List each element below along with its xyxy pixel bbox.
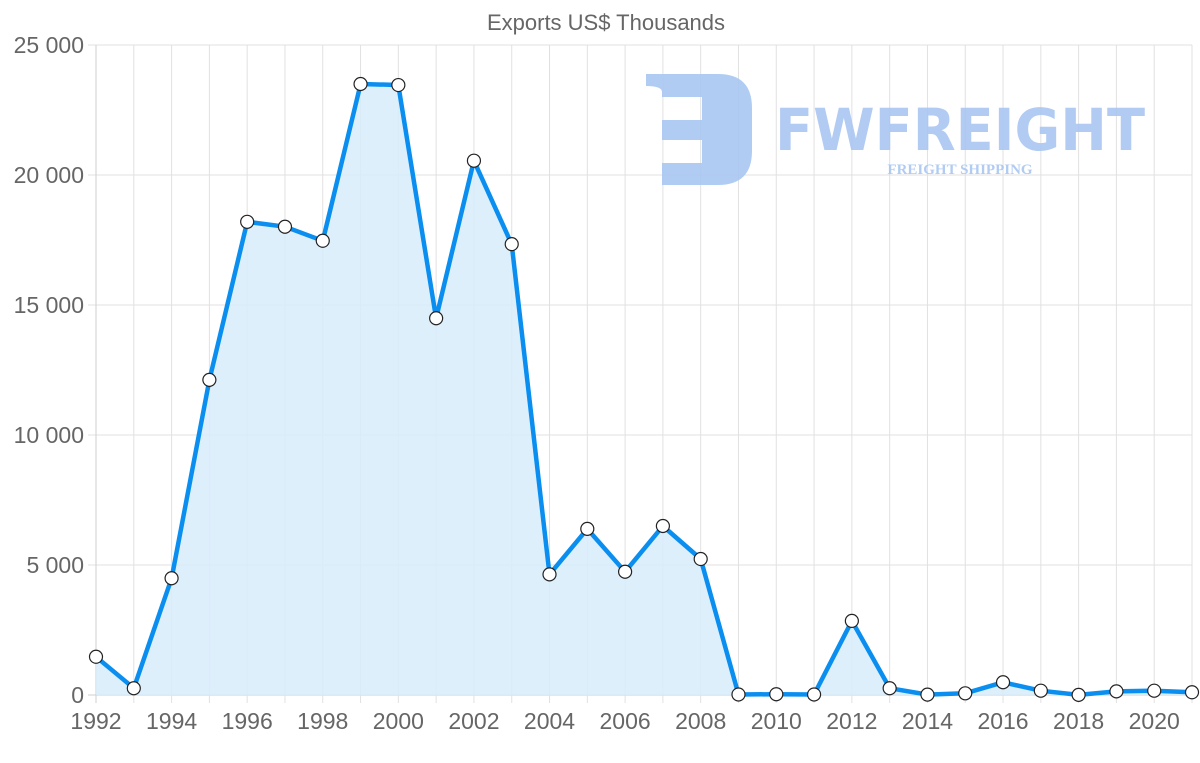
x-tick-label: 2012: [826, 708, 877, 734]
data-point[interactable]: [391, 77, 406, 93]
y-axis-ticks: 0 5 000 10 000 15 000 20 000 25 000: [14, 32, 84, 708]
data-point[interactable]: [542, 567, 557, 582]
x-tick-label: 1994: [146, 708, 197, 734]
data-point[interactable]: [1147, 683, 1162, 698]
y-tick-label: 0: [71, 682, 84, 708]
x-tick-label: 2006: [600, 708, 651, 734]
x-tick-label: 1996: [222, 708, 273, 734]
fwfreight-watermark-logo: FWFREIGHT FREIGHT SHIPPING: [646, 74, 1145, 185]
data-point[interactable]: [618, 564, 633, 579]
watermark-brand: FWFREIGHT: [775, 96, 1145, 164]
data-point[interactable]: [844, 613, 859, 629]
x-tick-label: 1992: [70, 708, 121, 734]
data-point[interactable]: [958, 686, 973, 701]
x-axis-ticks: 1992 1994 1996 1998 2000 2002 2004 2006 2008 2010…: [70, 708, 1179, 734]
x-tick-label: 2020: [1129, 708, 1180, 734]
data-point[interactable]: [353, 76, 368, 92]
x-tick-label: 2000: [373, 708, 424, 734]
data-point[interactable]: [1071, 687, 1086, 702]
chart-title: Exports US$ Thousands: [487, 10, 725, 35]
data-point[interactable]: [693, 551, 708, 567]
data-point[interactable]: [240, 214, 255, 229]
y-tick-label: 10 000: [14, 422, 84, 448]
x-tick-label: 2014: [902, 708, 953, 734]
data-point[interactable]: [769, 687, 784, 702]
x-tick-label: 2004: [524, 708, 575, 734]
area-fill: [96, 84, 1192, 695]
x-tick-label: 2010: [751, 708, 802, 734]
x-tick-label: 2002: [448, 708, 499, 734]
data-points: [88, 76, 1200, 702]
y-tick-label: 15 000: [14, 292, 84, 318]
y-tick-label: 5 000: [26, 552, 84, 578]
data-point[interactable]: [1033, 683, 1048, 698]
data-point[interactable]: [882, 681, 897, 696]
data-point[interactable]: [315, 233, 330, 248]
logo-mark-icon: [646, 74, 752, 185]
data-point[interactable]: [202, 372, 217, 387]
x-tick-label: 2008: [675, 708, 726, 734]
x-tick-label: 1998: [297, 708, 348, 734]
y-tick-label: 25 000: [14, 32, 84, 58]
data-point[interactable]: [1184, 685, 1200, 700]
watermark-tagline: FREIGHT SHIPPING: [887, 162, 1032, 178]
data-point[interactable]: [580, 521, 595, 536]
x-tick-label: 2016: [977, 708, 1028, 734]
data-point[interactable]: [920, 687, 935, 702]
data-point[interactable]: [504, 237, 519, 252]
y-tick-label: 20 000: [14, 162, 84, 188]
data-point[interactable]: [429, 311, 444, 326]
data-point[interactable]: [164, 571, 179, 586]
data-point[interactable]: [1109, 684, 1124, 699]
data-point[interactable]: [88, 649, 104, 664]
data-point[interactable]: [277, 219, 293, 234]
data-point[interactable]: [806, 687, 822, 702]
data-point[interactable]: [731, 687, 746, 702]
x-tick-label: 2018: [1053, 708, 1104, 734]
data-point[interactable]: [466, 153, 482, 168]
data-point[interactable]: [126, 681, 141, 696]
data-point[interactable]: [995, 675, 1011, 690]
data-point[interactable]: [655, 518, 670, 534]
